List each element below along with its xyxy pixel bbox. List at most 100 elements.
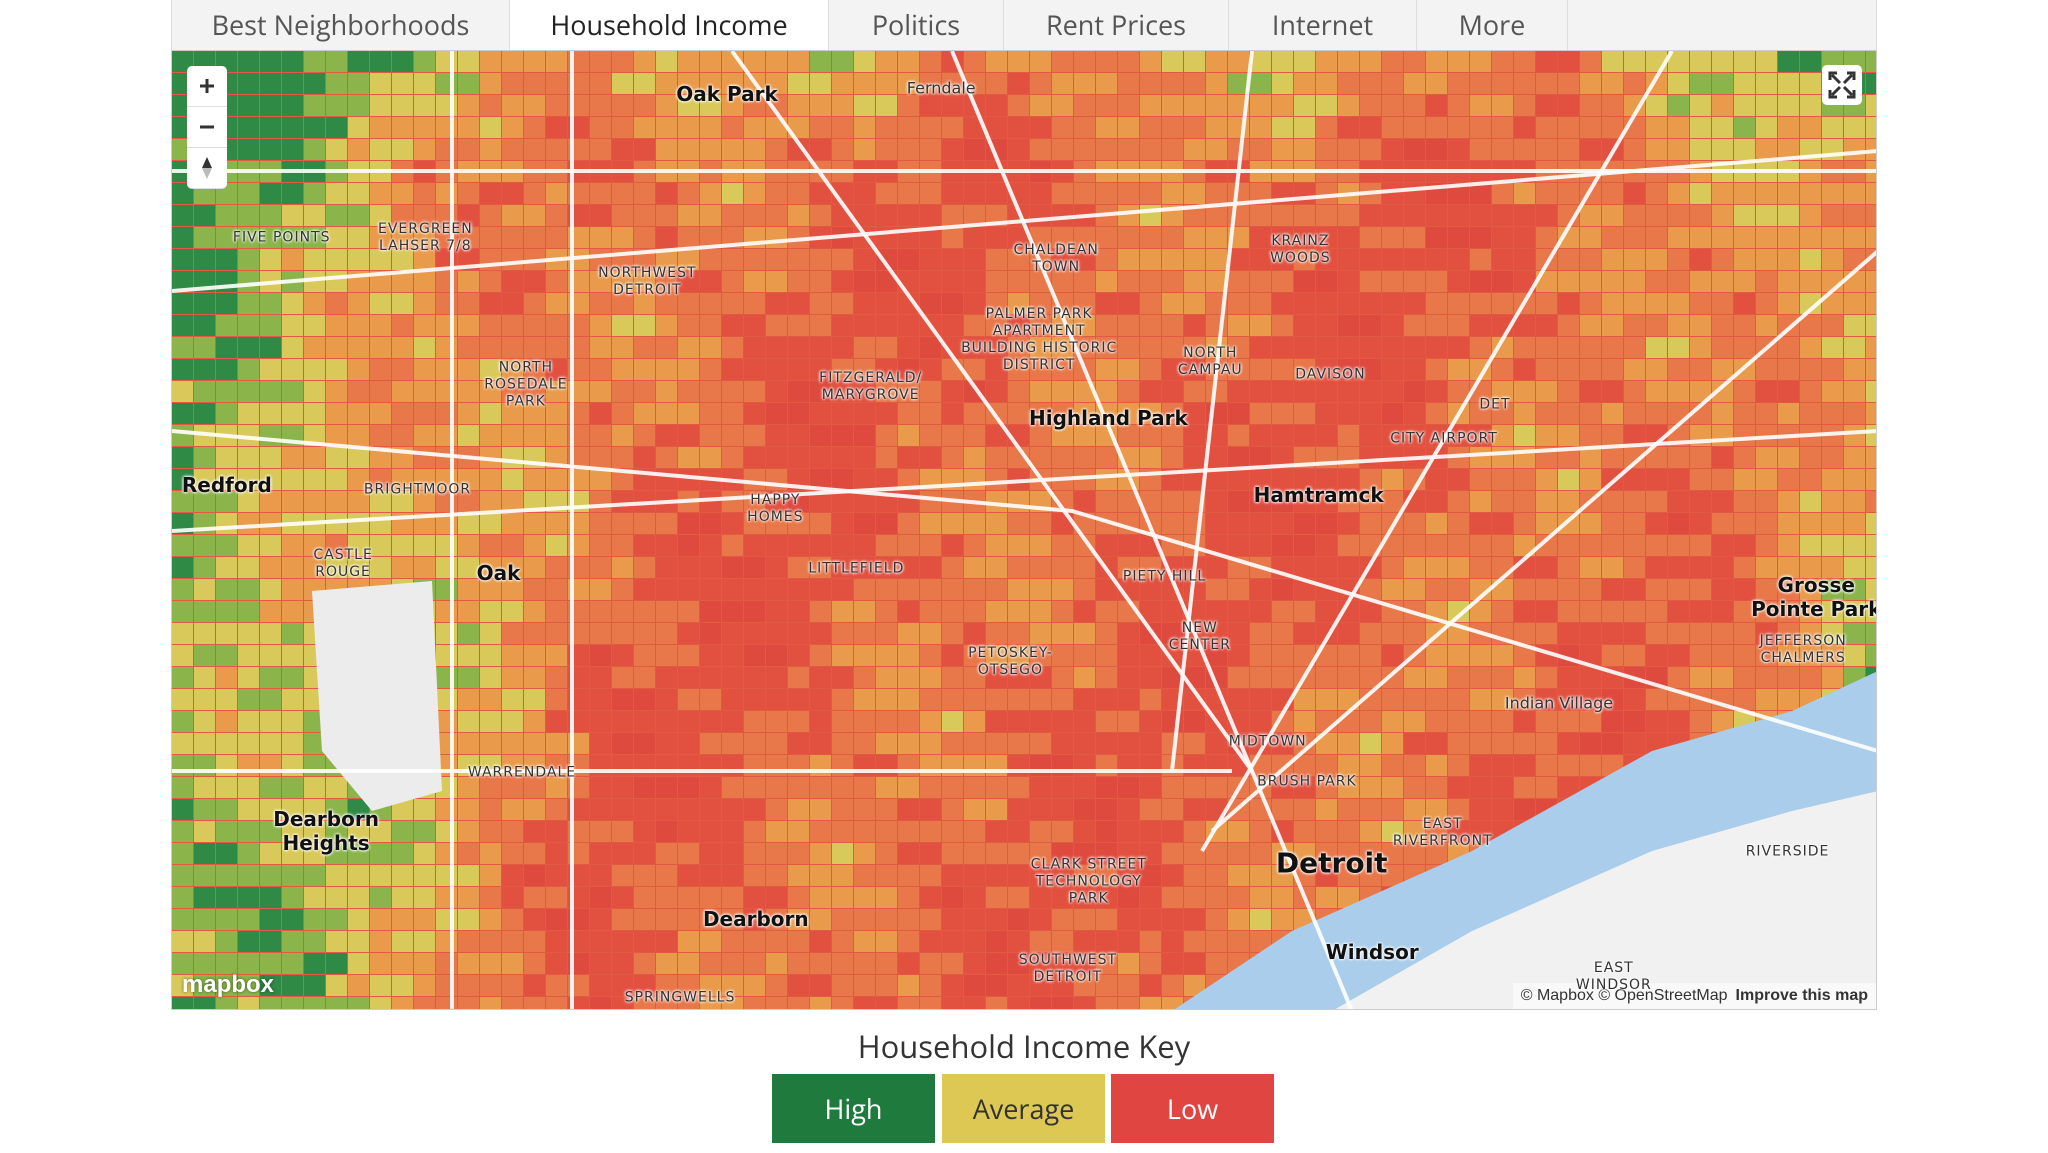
place-label-line: Windsor [1325,940,1419,965]
place-label: Dearborn Heights [273,807,379,855]
tab[interactable]: Politics [829,0,1004,50]
place-label: DET [1479,396,1510,413]
place-label-line: MARYGROVE [821,386,920,403]
zoom-out[interactable] [187,107,227,148]
place-label-line: Indian Village [1504,693,1614,713]
place-label-line: EVERGREEN [377,220,473,237]
place-label-line: Detroit [1275,846,1388,880]
place-label-line: FITZGERALD/ [819,369,923,386]
place-label: PALMER PARK APARTMENT BUILDING HISTORIC DIS… [961,306,1117,374]
place-label-line: DAVISON [1295,366,1366,383]
fullscreen-button[interactable] [1822,65,1862,105]
place-label: CASTLE ROUGE [313,547,372,581]
place-label-line: CAMPAU [1177,361,1243,378]
key-swatch: Average [942,1074,1105,1143]
place-label: RIVERSIDE [1746,843,1830,860]
place-label-line: WINDSOR [1575,976,1652,993]
place-label-line: LAHSER 7/8 [379,237,472,254]
road [950,51,1354,1009]
place-label-line: OTSEGO [977,662,1044,679]
place-label: NORTHWEST DETROIT [598,265,696,299]
place-label-line: CLARK STREET [1030,856,1147,873]
place-label-line: MIDTOWN [1228,733,1307,750]
place-label-line: PARK [1068,890,1109,907]
place-label-line: PARK [505,393,546,410]
place-label: Detroit [1275,846,1388,880]
place-label: Oak [477,561,521,585]
place-label: WARRENDALE [468,765,576,782]
road [1200,51,1674,853]
place-label: CITY AIRPORT [1390,430,1498,447]
mapbox-logo[interactable]: mapbox [182,971,275,998]
place-label: EAST WINDSOR [1576,960,1652,994]
key-swatch: Low [1111,1074,1274,1143]
place-label-line: Heights [282,830,370,855]
place-label-line: CENTER [1168,637,1231,654]
place-label: SOUTHWEST DETROIT [1019,952,1117,986]
place-label-line: NEW [1181,620,1218,637]
improve-link[interactable]: Improve this map [1735,987,1868,1004]
tab[interactable]: Best Neighborhoods [172,0,510,50]
place-label-line: JEFFERSON [1759,633,1847,650]
tab[interactable]: Rent Prices [1004,0,1229,50]
place-label-line: RIVERSIDE [1745,843,1830,860]
place-label-line: NORTH [1183,344,1238,361]
place-label-line: DETROIT [613,282,682,299]
place-label-line: Oak [476,561,521,586]
attribution-text[interactable]: © Mapbox © OpenStreetMap [1520,987,1728,1004]
place-label: Grosse Pointe Park [1751,573,1876,621]
place-label: NEW CENTER [1169,620,1231,654]
place-label-line: NORTHWEST [598,265,697,282]
place-label-line: DETROIT [1033,969,1103,986]
place-label: JEFFERSON CHALMERS [1760,633,1847,667]
place-label-line: DISTRICT [1002,356,1076,373]
place-label: HAPPY HOMES [747,492,803,526]
place-label: PIETY HILL [1123,569,1206,586]
road [172,429,1876,533]
place-label: LITTLEFIELD [808,561,904,578]
compass[interactable] [187,148,227,189]
park-gray [312,581,442,811]
tab[interactable]: More [1417,0,1568,50]
tab-bar: Best Neighborhoods Household Income Politi… [171,0,1877,50]
place-label-line: Hamtramck [1253,483,1384,508]
place-label-line: DET [1479,396,1511,413]
place-label-line: Oak Park [676,82,778,107]
place-label-line: CASTLE [313,547,373,564]
attribution: © Mapbox © OpenStreetMap Improve this map [1512,983,1876,1009]
place-label: EVERGREEN LAHSER 7/8 [378,221,473,255]
place-label: Hamtramck [1254,483,1384,507]
place-label: BRUSH PARK [1257,774,1356,791]
place-label: PETOSKEY- OTSEGO [968,645,1053,679]
place-label-line: HAPPY [750,492,801,509]
place-label: Dearborn [703,907,809,931]
place-label-line: CITY AIRPORT [1390,430,1498,447]
place-label-line: ROUGE [315,564,371,581]
place-label-line: BRUSH PARK [1257,773,1357,790]
canada-land [1335,791,1876,1009]
place-label-line: RIVERFRONT [1392,833,1493,850]
place-label: CHALDEAN TOWN [1013,242,1098,276]
map: mapbox © Mapbox © OpenStreetMap Improve t… [171,50,1877,1010]
road [172,429,1876,753]
place-label: Oak Park [676,82,778,106]
tab[interactable]: Household Income [510,0,829,50]
place-label-line: SOUTHWEST [1018,952,1118,969]
place-label-line: SPRINGWELLS [624,989,736,1006]
place-label: EAST RIVERFRONT [1393,816,1493,850]
place-label-line: KRAINZ [1271,232,1330,249]
place-label-line: Dearborn [273,806,379,831]
place-label: BRIGHTMOOR [364,481,471,498]
place-label: CLARK STREET TECHNOLOGY PARK [1031,856,1147,907]
place-label-line: Dearborn [702,907,809,932]
place-label-line: LITTLEFIELD [808,560,905,577]
map-canvas [172,51,1876,1009]
place-label-line: NORTH [498,359,554,376]
road [1210,250,1876,833]
zoom-in[interactable] [187,66,227,107]
place-label: NORTH CAMPAU [1178,345,1243,379]
tab[interactable]: Internet [1229,0,1417,50]
income-blocks [172,51,1876,1009]
place-label: FIVE POINTS [233,229,331,246]
